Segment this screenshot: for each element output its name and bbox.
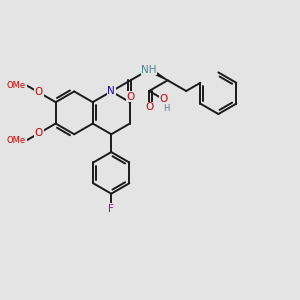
- Text: OMe: OMe: [7, 81, 26, 90]
- Text: F: F: [108, 204, 114, 214]
- Text: H: H: [163, 104, 170, 113]
- Text: O: O: [35, 88, 43, 98]
- Polygon shape: [148, 68, 168, 80]
- Text: OMe: OMe: [7, 136, 26, 145]
- Text: N: N: [107, 86, 115, 96]
- Text: O: O: [127, 92, 135, 102]
- Text: NH: NH: [141, 64, 157, 75]
- Text: O: O: [145, 102, 153, 112]
- Text: O: O: [35, 128, 43, 138]
- Text: O: O: [159, 94, 167, 104]
